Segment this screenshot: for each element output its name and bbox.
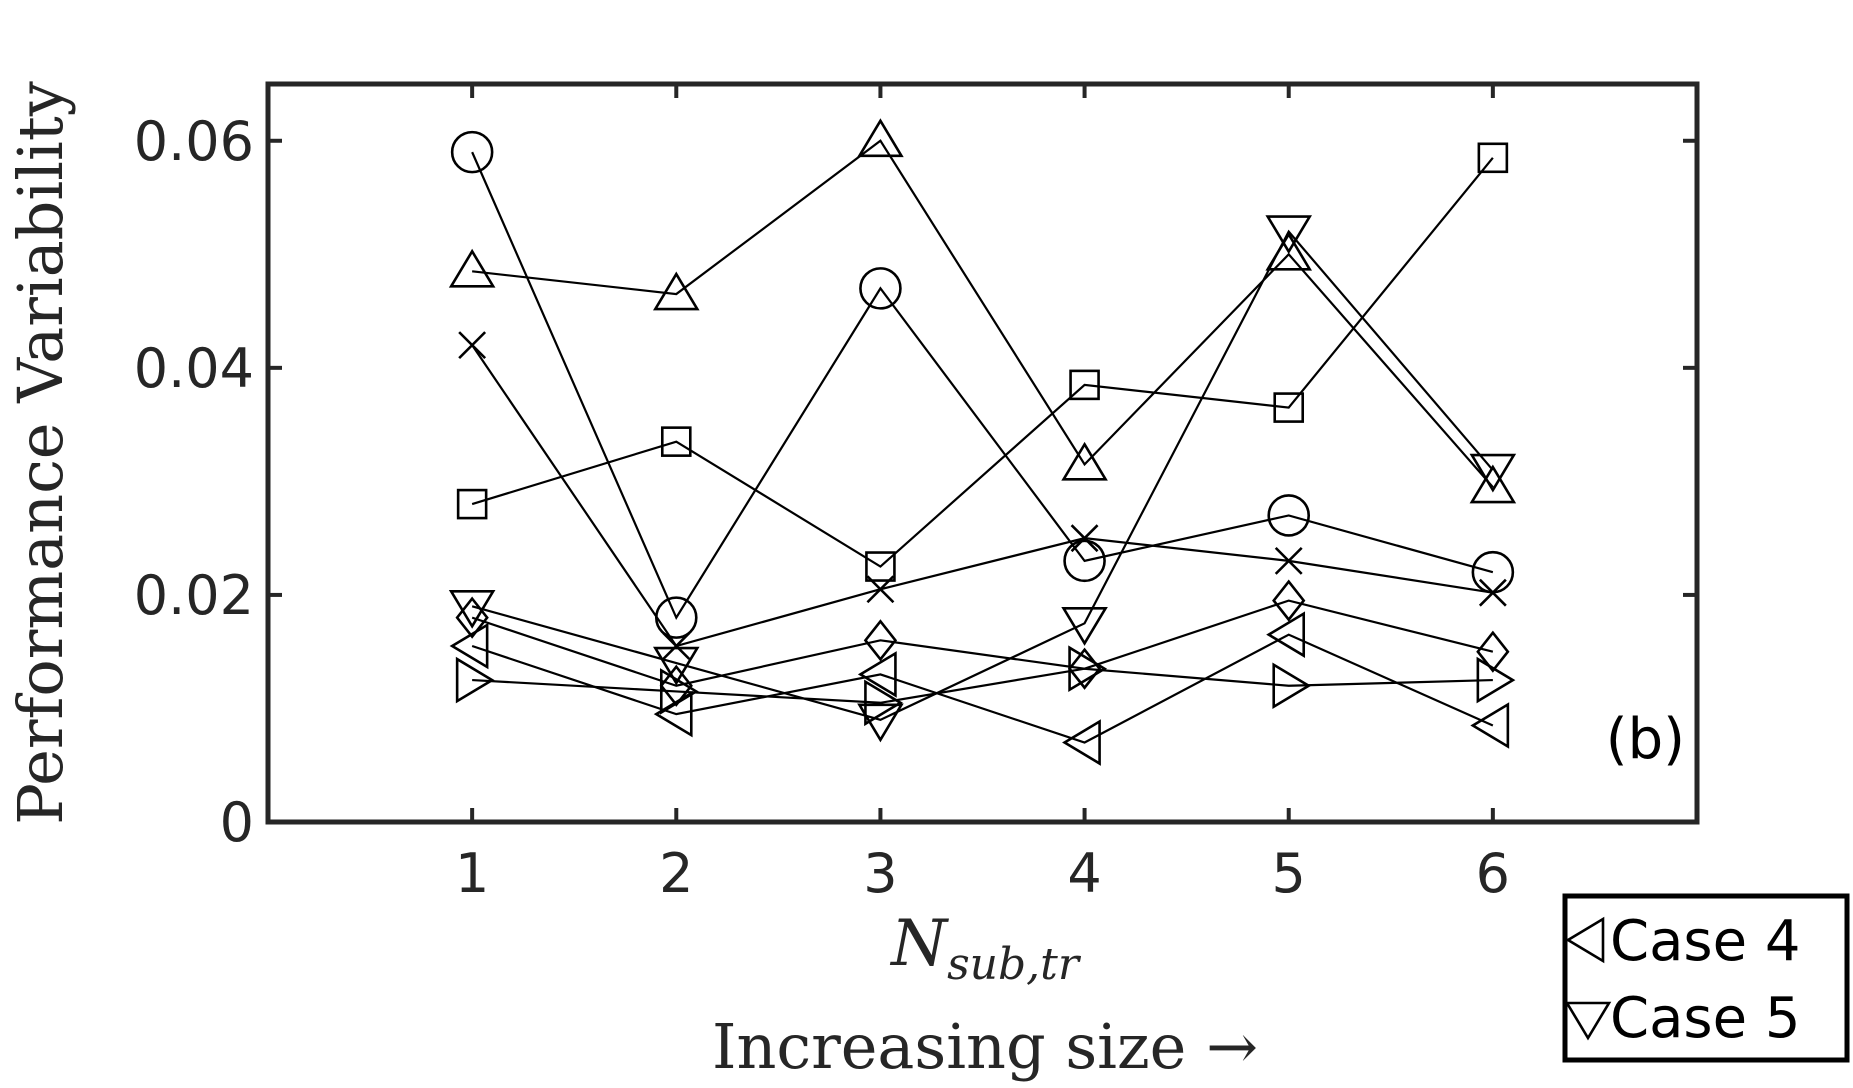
panel-annotation: (b) xyxy=(1606,707,1685,772)
y-tick-label: 0 xyxy=(220,791,254,854)
data-point-circle xyxy=(654,596,698,639)
data-point-triangle-left xyxy=(1266,611,1306,658)
data-point-triangle-up xyxy=(1469,464,1517,504)
data-point-triangle-down xyxy=(857,703,904,743)
x-tick-label: 6 xyxy=(1476,842,1510,905)
series-markers-layer xyxy=(448,118,1517,766)
data-point-triangle-right xyxy=(455,656,495,704)
data-point-triangle-up xyxy=(652,271,700,311)
x-axis-label: Nsub,tr xyxy=(889,907,1082,990)
data-point-diamond xyxy=(1272,579,1306,622)
data-point-x xyxy=(662,632,691,660)
data-point-circle xyxy=(1063,539,1106,583)
data-point-triangle-left xyxy=(1062,719,1101,766)
legend-label-case-4: Case 4 xyxy=(1610,909,1800,974)
data-point-x xyxy=(1274,546,1303,575)
data-point-triangle-up xyxy=(857,118,904,158)
data-point-square xyxy=(865,551,896,582)
series-line-triangle-left xyxy=(471,633,1494,744)
series-line-triangle-right xyxy=(472,667,1493,704)
data-point-diamond xyxy=(1476,630,1510,673)
data-point-triangle-right xyxy=(1272,662,1312,710)
data-point-square xyxy=(456,488,488,520)
legend: Case 4 Case 5 xyxy=(1562,893,1850,1063)
y-axis-label: Performance Variability xyxy=(4,81,77,825)
data-point-x xyxy=(1478,578,1507,607)
x-axis-label-subscript: sub,tr xyxy=(947,939,1082,990)
series-lines-layer xyxy=(471,139,1494,744)
data-point-circle xyxy=(450,130,494,174)
legend-label-case-5: Case 5 xyxy=(1610,986,1800,1051)
data-point-diamond xyxy=(863,619,898,662)
data-point-triangle-left xyxy=(653,690,693,738)
legend-marker-triangle-left xyxy=(1565,916,1605,964)
data-point-triangle-down xyxy=(1061,607,1108,646)
legend-marker-triangle-down xyxy=(1564,1001,1612,1041)
data-point-triangle-right xyxy=(1068,645,1108,693)
y-tick-label: 0.02 xyxy=(134,564,254,627)
legend-marker-case-4 xyxy=(1565,916,1605,964)
x-tick-label: 4 xyxy=(1067,842,1101,905)
data-point-circle xyxy=(1267,494,1311,537)
data-point-x xyxy=(458,331,487,360)
data-point-triangle-right xyxy=(864,679,903,727)
x-tick-label: 3 xyxy=(863,842,897,905)
series-line-square xyxy=(471,157,1494,568)
y-tick-label: 0.04 xyxy=(134,337,254,400)
series-line-circle xyxy=(471,151,1494,620)
data-point-triangle-up xyxy=(1061,441,1108,481)
data-point-triangle-down xyxy=(652,646,700,686)
data-point-triangle-left xyxy=(449,622,489,670)
data-point-triangle-left xyxy=(857,651,897,698)
tick-labels-layer: 1 2 3 4 5 6 0 0.02 0.04 0.06 xyxy=(134,110,1510,905)
data-point-triangle-up xyxy=(448,248,496,288)
plot-area-frame xyxy=(265,81,1700,825)
data-point-square xyxy=(660,426,692,457)
x-tick-label: 5 xyxy=(1272,842,1306,905)
x-tick-label: 1 xyxy=(455,842,489,905)
data-point-square xyxy=(1477,142,1509,174)
x-axis-label-main: N xyxy=(889,907,949,981)
axis-ticks-layer xyxy=(268,84,1697,824)
x-axis-label-line2: Increasing size → xyxy=(712,1010,1258,1083)
x-tick-label: 2 xyxy=(659,842,693,905)
data-point-triangle-down xyxy=(448,589,496,629)
data-point-square xyxy=(1273,392,1305,423)
legend-marker-case-5 xyxy=(1564,1001,1612,1041)
series-line-x xyxy=(471,344,1494,648)
data-point-square xyxy=(1069,369,1100,401)
data-point-triangle-up xyxy=(1265,231,1313,271)
series-line-triangle-up xyxy=(472,139,1494,488)
data-point-triangle-down xyxy=(1469,453,1517,493)
data-point-triangle-right xyxy=(1476,656,1516,704)
data-point-circle xyxy=(859,267,902,310)
series-line-triangle-down xyxy=(471,229,1494,721)
data-point-triangle-down xyxy=(1265,215,1313,255)
data-point-triangle-left xyxy=(1470,702,1510,749)
y-tick-label: 0.06 xyxy=(134,110,254,173)
data-point-x xyxy=(1070,524,1099,553)
legend-box xyxy=(1562,893,1850,1063)
series-line-diamond xyxy=(471,599,1494,687)
